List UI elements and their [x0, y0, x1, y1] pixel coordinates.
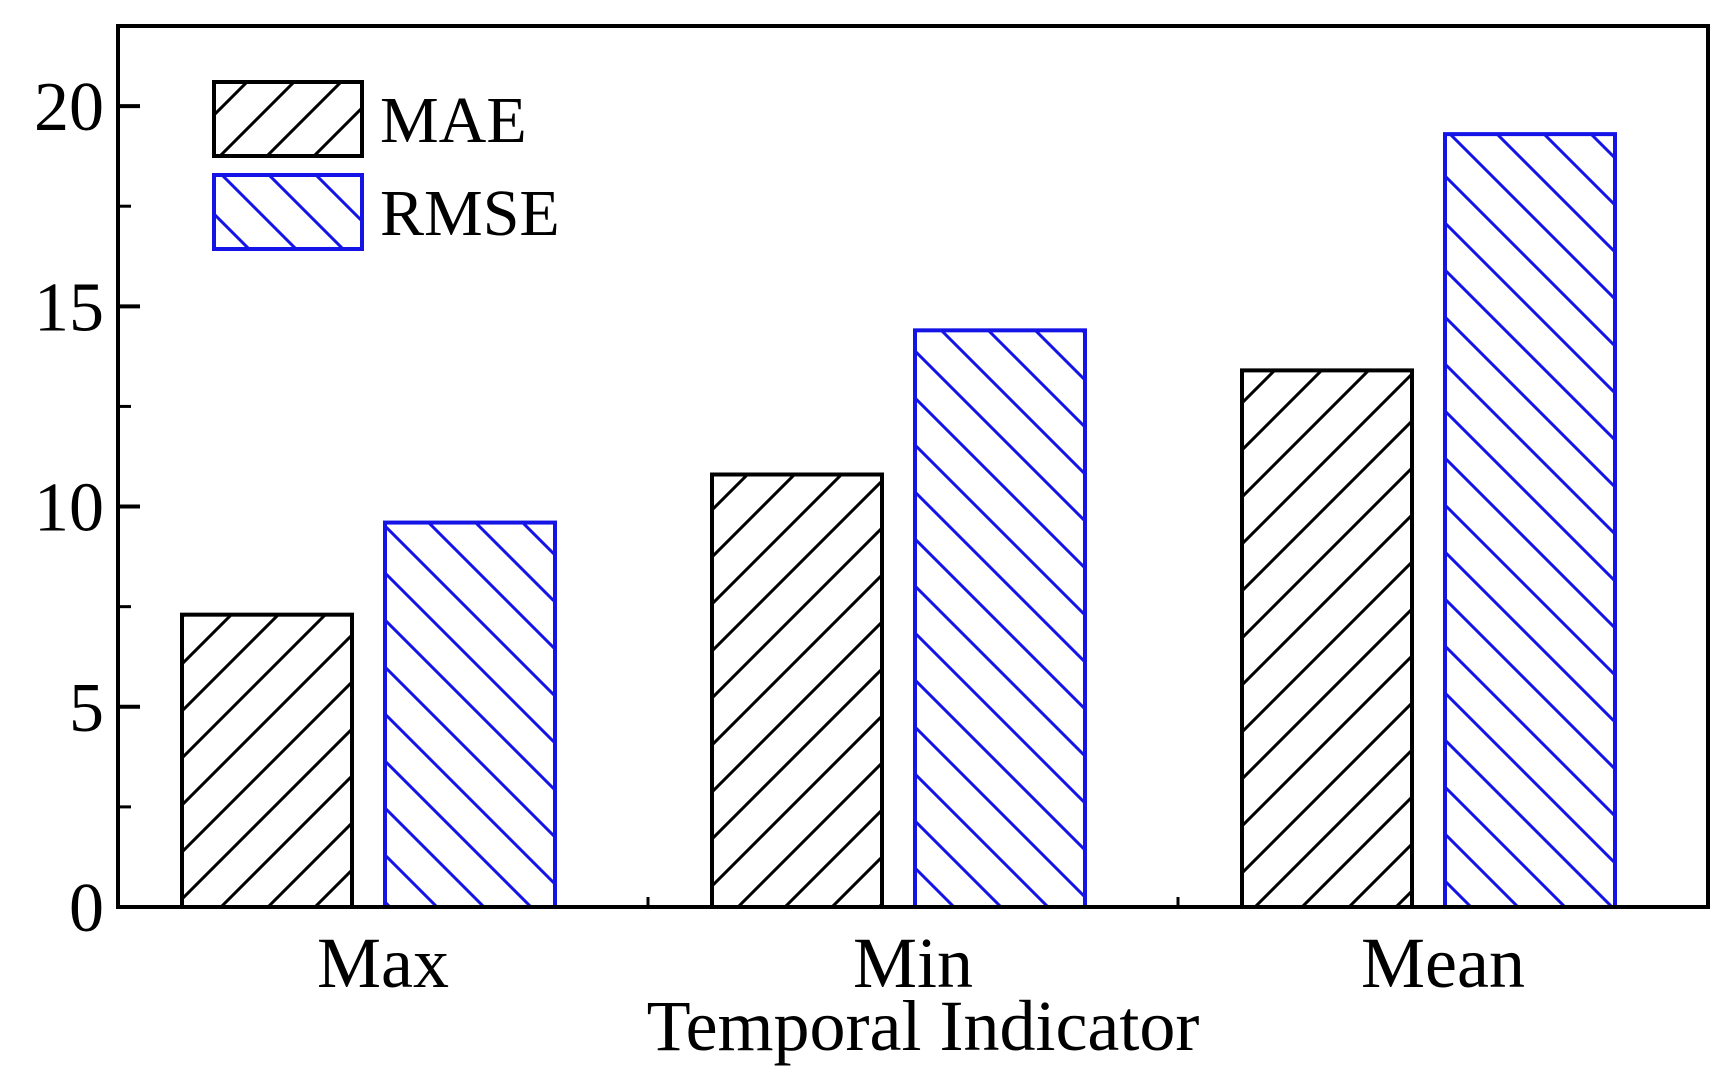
y-tick-label: 10: [34, 470, 104, 547]
x-tick-label-min: Min: [853, 923, 973, 1003]
ticks-layer: 0 5 10 15 20 Max Min Mean: [34, 69, 1525, 1003]
legend-label-mae: MAE: [380, 84, 527, 157]
bar-mae-max: [180, 612, 354, 909]
y-tick-label: 20: [34, 69, 104, 146]
bar-mae-min: [710, 472, 884, 909]
bars-layer: [180, 132, 1617, 910]
plot-frame: [116, 24, 1710, 909]
legend: MAE RMSE: [212, 80, 560, 251]
bar-mae-mean: [1240, 368, 1414, 909]
x-axis-title: Temporal Indicator: [647, 986, 1200, 1066]
x-tick-label-max: Max: [317, 923, 449, 1003]
legend-label-rmse: RMSE: [380, 177, 560, 250]
y-tick-label: 0: [69, 870, 104, 947]
legend-swatch-mae: [212, 80, 364, 158]
y-tick-label: 15: [34, 269, 104, 346]
axes-layer: [116, 24, 1710, 909]
x-tick-label-mean: Mean: [1361, 923, 1525, 1003]
y-tick-label: 5: [69, 670, 104, 747]
bar-rmse-max: [383, 520, 557, 910]
legend-swatch-rmse: [212, 173, 364, 251]
bar-rmse-mean: [1443, 132, 1617, 909]
bar-rmse-min: [913, 328, 1087, 909]
